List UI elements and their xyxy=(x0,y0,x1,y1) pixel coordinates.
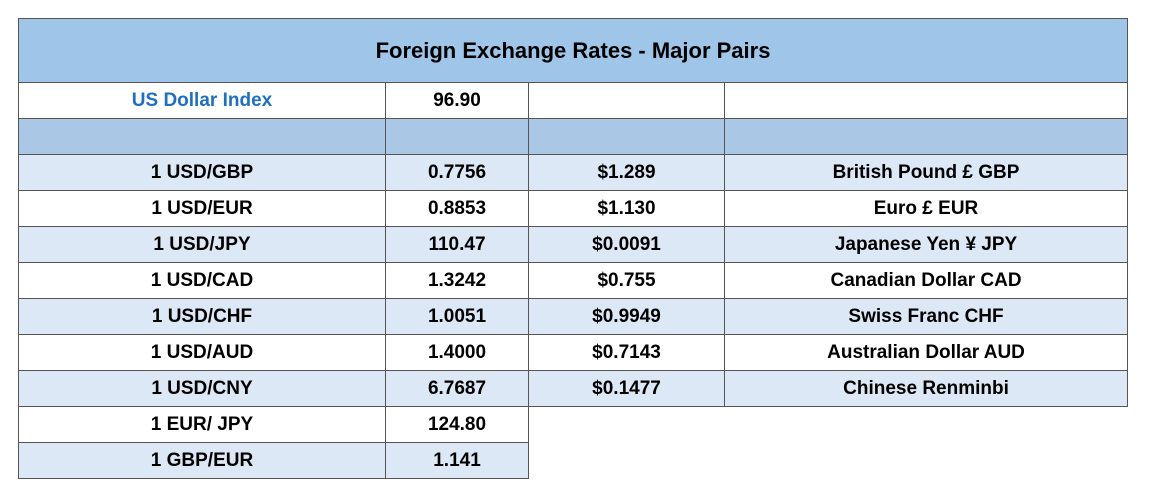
usd-value-cell: $0.755 xyxy=(528,262,725,299)
rate-cell: 110.47 xyxy=(385,226,529,263)
pair-cell: 1 EUR/ JPY xyxy=(18,406,386,443)
title-row: Foreign Exchange Rates - Major Pairs xyxy=(17,18,1129,83)
usd-value-cell: $1.130 xyxy=(528,190,725,227)
pair-cell: 1 USD/CNY xyxy=(18,370,386,407)
rate-cell: 6.7687 xyxy=(385,370,529,407)
empty-cell xyxy=(723,118,1129,155)
rate-cell: 0.7756 xyxy=(385,154,529,191)
rate-row: 1 USD/AUD 1.4000 $0.7143 Australian Dollar … xyxy=(18,334,1129,371)
rate-cell: 1.3242 xyxy=(385,262,529,299)
usd-value-cell: $1.289 xyxy=(528,154,725,191)
pair-cell: 1 GBP/EUR xyxy=(18,442,386,479)
rate-row: 1 USD/CAD 1.3242 $0.755 Canadian Dollar CAD xyxy=(18,262,1129,299)
usd-value-cell: $0.7143 xyxy=(528,334,725,371)
pair-cell: 1 USD/CHF xyxy=(18,298,386,335)
pair-cell: 1 USD/GBP xyxy=(18,154,386,191)
index-value: 96.90 xyxy=(385,82,529,119)
rate-row: 1 USD/GBP 0.7756 $1.289 British Pound £ GBP xyxy=(18,154,1129,191)
pair-cell: 1 USD/CAD xyxy=(18,262,386,299)
rates-table: Foreign Exchange Rates - Major Pairs US … xyxy=(17,18,1129,479)
usd-value-cell: $0.1477 xyxy=(528,370,725,407)
pair-cell: 1 USD/EUR xyxy=(18,190,386,227)
currency-cell: British Pound £ GBP xyxy=(723,154,1129,191)
rate-row: 1 EUR/ JPY 124.80 xyxy=(18,406,1128,443)
rate-cell: 1.4000 xyxy=(385,334,529,371)
rate-row: 1 USD/CHF 1.0051 $0.9949 Swiss Franc CHF xyxy=(18,298,1129,335)
currency-cell: Japanese Yen ¥ JPY xyxy=(723,226,1129,263)
currency-cell: Canadian Dollar CAD xyxy=(723,262,1129,299)
rate-row: 1 GBP/EUR 1.141 xyxy=(18,442,1128,479)
usd-value-cell: $0.0091 xyxy=(528,226,725,263)
rate-cell: 124.80 xyxy=(385,406,529,443)
empty-cell xyxy=(528,118,725,155)
rate-row: 1 USD/JPY 110.47 $0.0091 Japanese Yen ¥ JPY xyxy=(18,226,1129,263)
empty-cell xyxy=(18,118,386,155)
currency-cell: Chinese Renminbi xyxy=(723,370,1129,407)
rate-cell: 1.0051 xyxy=(385,298,529,335)
empty-cell xyxy=(528,82,725,119)
rate-row: 1 USD/CNY 6.7687 $0.1477 Chinese Renminbi xyxy=(18,370,1129,407)
pair-cell: 1 USD/JPY xyxy=(18,226,386,263)
empty-cell xyxy=(385,118,529,155)
currency-cell: Euro £ EUR xyxy=(723,190,1129,227)
rate-row: 1 USD/EUR 0.8853 $1.130 Euro £ EUR xyxy=(18,190,1129,227)
table-title: Foreign Exchange Rates - Major Pairs xyxy=(17,18,1129,83)
index-label: US Dollar Index xyxy=(18,82,386,119)
pair-cell: 1 USD/AUD xyxy=(18,334,386,371)
rate-cell: 1.141 xyxy=(385,442,529,479)
empty-cell xyxy=(723,82,1129,119)
currency-cell: Swiss Franc CHF xyxy=(723,298,1129,335)
spacer-row xyxy=(18,118,1129,155)
index-row: US Dollar Index 96.90 xyxy=(18,82,1129,119)
currency-cell: Australian Dollar AUD xyxy=(723,334,1129,371)
rate-cell: 0.8853 xyxy=(385,190,529,227)
usd-value-cell: $0.9949 xyxy=(528,298,725,335)
